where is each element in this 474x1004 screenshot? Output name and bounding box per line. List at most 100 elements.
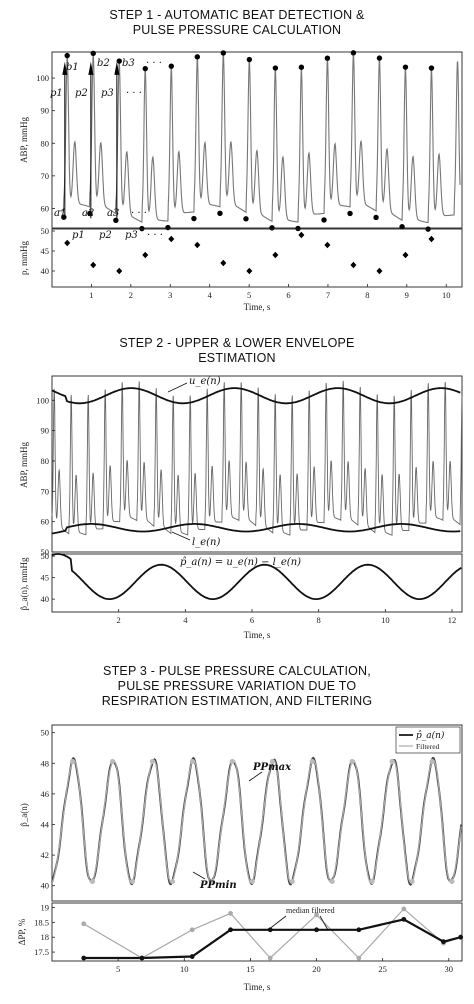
pp-max-marker xyxy=(109,758,116,765)
pp-marker xyxy=(376,267,383,275)
pp-min-marker xyxy=(369,878,375,885)
dpp-raw-point xyxy=(81,921,87,927)
ytick-label: 60 xyxy=(41,203,50,213)
step1-pp-yticks: 40 45 50 xyxy=(41,226,55,276)
step1-trough-label-a2: a2 xyxy=(82,208,94,219)
peak-marker xyxy=(194,54,201,60)
ytick-label: 90 xyxy=(41,106,50,116)
xtick-label: 5 xyxy=(116,964,120,974)
pp-max-marker xyxy=(389,758,395,765)
ytick-label: 60 xyxy=(41,517,50,527)
xtick-label: 12 xyxy=(448,615,457,625)
pp-min-marker xyxy=(329,878,335,885)
step3-title-line3: RESPIRATION ESTIMATION, AND FILTERING xyxy=(101,694,373,708)
step2-abp-yticks: 50 60 70 80 90 100 xyxy=(36,395,55,557)
step3-title: STEP 3 - PULSE PRESSURE CALCULATION, PUL… xyxy=(0,664,474,709)
step1-pp-arrows xyxy=(62,61,120,219)
xtick-label: 2 xyxy=(129,290,133,300)
step3-legend-box xyxy=(395,726,461,754)
step2-pp-ylabel: p̂_a(n), mmHg xyxy=(19,557,29,610)
pp-max-marker xyxy=(429,758,435,765)
step2-upper-envelope xyxy=(51,387,461,405)
peak-marker xyxy=(246,56,253,63)
dpp-raw-point xyxy=(228,911,233,916)
step2-formula: p̂_a(n) = u_e(n) − l_e(n) xyxy=(180,557,301,568)
pp-marker xyxy=(64,239,71,247)
dpp-median-point xyxy=(189,954,195,959)
pp-marker xyxy=(90,261,97,269)
pp-max-marker xyxy=(149,758,156,765)
step3-dpp-series xyxy=(81,906,464,961)
xtick-label: 1 xyxy=(89,290,93,300)
step1-pp-label-dots: · · · xyxy=(126,88,142,99)
pp-marker xyxy=(298,231,305,239)
trough-marker xyxy=(373,214,379,221)
xtick-label: 30 xyxy=(445,964,454,974)
step3-median-pointer-left xyxy=(267,915,287,931)
xtick-label: 2 xyxy=(117,615,121,625)
step1-xticks: 1 2 3 4 5 6 7 8 9 10 xyxy=(89,284,450,300)
trough-marker xyxy=(165,224,171,231)
trough-marker xyxy=(269,225,275,231)
step2-abp-waveform xyxy=(51,380,463,536)
dpp-raw-point xyxy=(356,955,362,961)
ytick-label: 100 xyxy=(36,73,49,83)
xtick-label: 3 xyxy=(168,290,172,300)
step1-pp-panel-label-dots: · · · xyxy=(147,230,163,241)
step3-dpp-axes xyxy=(51,902,463,962)
ytick-label: 50 xyxy=(41,547,50,557)
xtick-label: 10 xyxy=(442,290,451,300)
step3-extrema-markers xyxy=(69,758,455,885)
step3-legend-filtered-label: Filtered xyxy=(416,742,440,751)
xtick-label: 8 xyxy=(365,290,369,300)
ytick-label: 19 xyxy=(41,902,50,912)
pp-marker xyxy=(350,261,357,269)
step2-pp-yticks: 40 45 50 xyxy=(41,551,55,604)
step2-pp-curve xyxy=(51,553,462,600)
dpp-raw-point xyxy=(401,906,407,912)
step2-pp-panel: 40 45 50 2 4 6 8 10 12 p̂_a(n), mmHg p̂_a(n) = … xyxy=(19,551,463,640)
step1-pp-ylabel: p, mmHg xyxy=(19,241,29,276)
peak-marker xyxy=(116,58,122,64)
dpp-raw-point xyxy=(267,955,273,961)
dpp-raw-line xyxy=(83,908,461,959)
pp-marker xyxy=(272,251,279,259)
step3-pp-axes xyxy=(51,724,463,902)
ytick-label: 70 xyxy=(41,486,50,496)
dpp-median-point xyxy=(228,927,233,933)
pp-min-marker xyxy=(89,878,96,885)
ytick-label: 40 xyxy=(41,594,50,604)
dpp-median-point xyxy=(139,955,145,961)
peak-marker xyxy=(350,50,357,56)
step3-ppmin-pointer xyxy=(192,871,206,880)
step3-filtered-curve xyxy=(51,759,462,884)
ytick-label: 50 xyxy=(41,226,50,236)
xtick-label: 8 xyxy=(317,615,321,625)
step3-median-label: median filtered xyxy=(286,906,335,915)
step2-abp-ylabel: ABP, mmHg xyxy=(19,441,29,488)
pp-max-marker xyxy=(349,758,355,765)
peak-marker xyxy=(220,50,227,56)
step3-title-line1: STEP 3 - PULSE PRESSURE CALCULATION, xyxy=(103,664,371,678)
step1-xlabel: Time, s xyxy=(244,302,271,312)
dpp-median-point xyxy=(458,934,464,940)
pp-arrow-head xyxy=(114,61,120,75)
pp-min-marker xyxy=(129,878,136,885)
dpp-median-point xyxy=(356,927,362,933)
step2-upper-label: u_e(n) xyxy=(189,376,221,387)
pp-min-marker xyxy=(169,878,176,885)
peak-marker xyxy=(168,63,174,69)
pp-marker xyxy=(402,251,409,259)
xtick-label: 4 xyxy=(208,290,213,300)
peak-marker xyxy=(142,65,148,72)
step1-abp-yticks: 60 70 80 90 100 xyxy=(36,73,55,213)
ytick-label: 90 xyxy=(41,426,50,436)
pp-max-marker xyxy=(69,758,76,765)
ytick-label: 100 xyxy=(36,395,49,405)
xtick-label: 9 xyxy=(405,290,409,300)
step2-abp-panel: 50 60 70 80 90 100 ABP, mmHg u_e(n) l_e(n) xyxy=(19,375,463,557)
ytick-label: 46 xyxy=(41,789,50,799)
step1-pp-axes xyxy=(51,228,463,288)
